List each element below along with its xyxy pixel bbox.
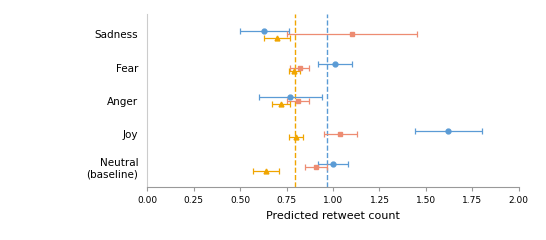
X-axis label: Predicted retweet count: Predicted retweet count	[266, 211, 400, 221]
